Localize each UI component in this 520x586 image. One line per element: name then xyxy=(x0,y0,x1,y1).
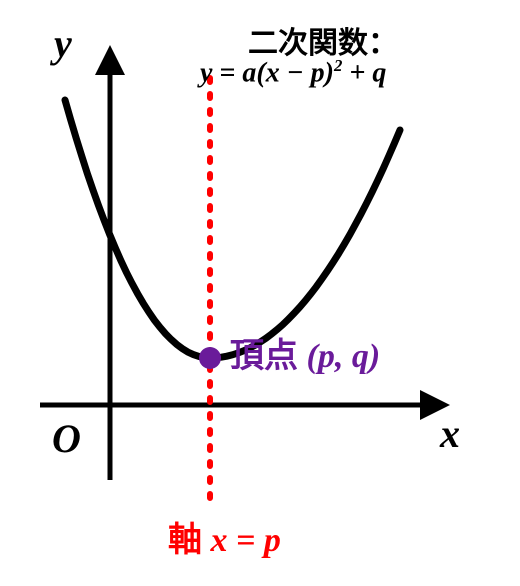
x-axis-label: x xyxy=(440,410,460,457)
vertex-point xyxy=(199,347,221,369)
vertex-label: 頂点 (p, q) xyxy=(230,328,380,377)
formula-prefix: y = a(x − p) xyxy=(200,57,334,88)
formula-label: y = a(x − p)2 + q xyxy=(200,56,386,89)
y-axis-label: y xyxy=(54,20,72,67)
parabola-curve xyxy=(65,100,400,358)
vertex-coords: (p, q) xyxy=(307,338,381,375)
vertex-jp: 頂点 xyxy=(230,338,307,375)
axis-jp: 軸 xyxy=(168,522,211,559)
axis-eq: x = p xyxy=(211,522,281,559)
diagram-canvas: y x O 二次関数： y = a(x − p)2 + q 頂点 (p, q) … xyxy=(0,0,520,586)
axis-of-symmetry-label: 軸 x = p xyxy=(168,512,281,561)
origin-label: O xyxy=(52,415,81,462)
formula-suffix: + q xyxy=(342,57,386,88)
